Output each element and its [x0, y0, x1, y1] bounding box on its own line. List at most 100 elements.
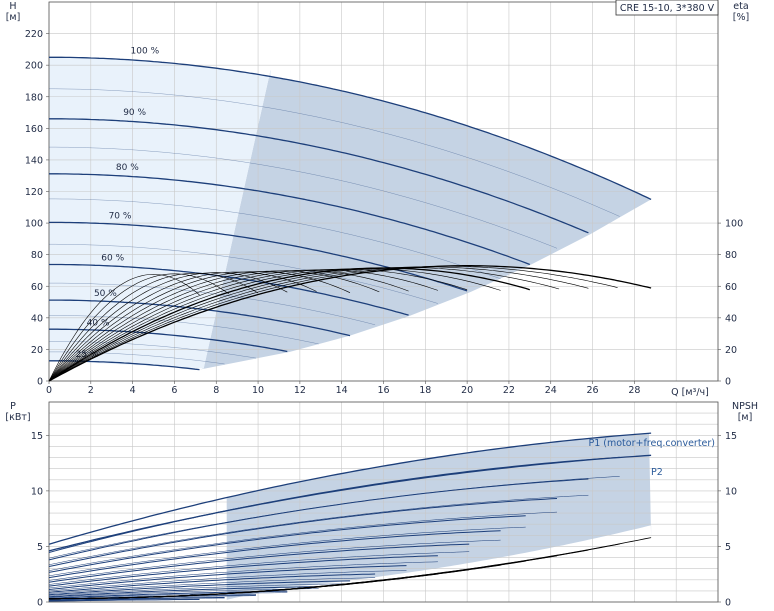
- y-tick-label-left: 40: [31, 313, 43, 324]
- npsh-tick-label: 10: [725, 486, 737, 497]
- p2-curve: [48, 551, 470, 585]
- x-tick-label: 16: [377, 385, 389, 396]
- npsh-curve: [49, 537, 652, 600]
- p2-curve: [48, 599, 200, 602]
- x-tick-label: 20: [461, 385, 473, 396]
- speed-label: 80 %: [116, 163, 139, 173]
- y-tick-label-left: 160: [25, 124, 43, 135]
- power-npsh-chart: 0 5 10 15 0 5 10 15 P [кВт] NPSH [м] P1 (motor+…: [5, 401, 758, 609]
- efficiency-curve: [48, 266, 589, 382]
- efficiency-curve: [48, 268, 501, 382]
- p-tick-label: 5: [37, 542, 43, 553]
- head-curve-100pct: [49, 56, 652, 200]
- y-tick-label-left: 200: [25, 61, 43, 72]
- power-operating-region: [226, 433, 652, 600]
- y-tick-label-right: 0: [725, 377, 731, 388]
- y-tick-label-left: 20: [31, 345, 43, 356]
- y-left-axis-name: H: [9, 1, 16, 12]
- x-tick-label: 6: [171, 385, 177, 396]
- head-curve-50pct: [49, 299, 351, 337]
- head-curve-25pct: [49, 360, 200, 371]
- y-tick-label-left: 100: [25, 219, 43, 230]
- series-label-p1: P1 (motor+freq.converter): [588, 438, 715, 449]
- p1-curve: [48, 530, 501, 579]
- y-tick-label-right: 100: [725, 219, 743, 230]
- y-tick-label-left: 140: [25, 155, 43, 166]
- x-tick-label: 26: [587, 385, 599, 396]
- chart-title: CRE 15-10, 3*380 V: [620, 3, 715, 14]
- p1-curve: [48, 555, 438, 587]
- head-curve-minor: [49, 198, 501, 279]
- speed-label: 40 %: [87, 318, 110, 328]
- efficiency-curve: [48, 272, 288, 382]
- efficiency-curve: [48, 273, 229, 382]
- p2-curve: [48, 454, 652, 552]
- head-curve-minor: [48, 341, 257, 359]
- y-tick-label-left: 180: [25, 92, 43, 103]
- series-label-p2: P2: [651, 467, 663, 478]
- x-tick-label: 22: [503, 385, 515, 396]
- efficiency-curve: [48, 269, 438, 382]
- head-curve-minor: [49, 146, 558, 249]
- npsh-tick-label: 15: [725, 431, 737, 442]
- efficiency-curve: [48, 267, 560, 382]
- p2-curve: [48, 476, 620, 559]
- p1-curve: [48, 565, 407, 590]
- p1-curve: [48, 573, 376, 593]
- head-curve-40pct: [49, 328, 288, 353]
- p2-curve: [48, 597, 225, 601]
- y-tick-label-right: 40: [725, 313, 737, 324]
- p2-curve: [48, 592, 288, 599]
- y-tick-label-left: 60: [31, 282, 43, 293]
- p1-curve: [48, 432, 652, 545]
- efficiency-curve: [48, 274, 200, 382]
- p1-curve: [48, 498, 558, 567]
- x-tick-label: 8: [213, 385, 219, 396]
- npsh-tick-label: 0: [725, 598, 731, 609]
- x-tick-label: 0: [46, 385, 52, 396]
- p2-curve: [48, 526, 526, 577]
- p2-curve: [48, 539, 501, 581]
- head-curve-minor: [49, 244, 438, 304]
- p2-curve: [48, 577, 376, 594]
- p2-curve: [48, 570, 407, 592]
- efficiency-curve: [48, 265, 652, 382]
- extended-region: [49, 57, 271, 369]
- head-curve-minor: [49, 282, 376, 325]
- x-tick-label: 4: [130, 385, 136, 396]
- npsh-axis-name: NPSH: [732, 401, 758, 412]
- lower-grid: [48, 401, 719, 603]
- efficiency-curve: [48, 267, 530, 382]
- head-curve-minor: [48, 315, 319, 345]
- y-right-axis-unit: [%]: [733, 12, 749, 23]
- y-right-axis-name: eta: [733, 1, 748, 12]
- efficiency-curve: [48, 271, 351, 382]
- p1-curve: [48, 515, 526, 573]
- head-curve-80pct: [49, 173, 531, 266]
- efficiency-curve: [48, 268, 468, 382]
- y-tick-label-right: 20: [725, 345, 737, 356]
- x-tick-label: 14: [336, 385, 348, 396]
- speed-label: 50 %: [94, 289, 117, 299]
- x-axis-title: Q [м³/ч]: [671, 387, 709, 398]
- head-curve-minor: [49, 88, 620, 217]
- p1-curve: [48, 580, 351, 596]
- p-tick-label: 15: [31, 431, 43, 442]
- x-tick-label: 24: [545, 385, 557, 396]
- p1-curve: [48, 543, 470, 583]
- p2-curve: [48, 588, 319, 598]
- chart-title-box: [615, 0, 719, 16]
- y-left-axis-unit: [м]: [6, 12, 21, 23]
- p-tick-label: 10: [31, 486, 43, 497]
- p-axis-name: P: [10, 401, 16, 412]
- head-curve-90pct: [49, 118, 589, 234]
- p-tick-label: 0: [37, 598, 43, 609]
- y-tick-label-right: 80: [725, 250, 737, 261]
- p2-curve: [48, 511, 558, 571]
- npsh-tick-label: 5: [725, 542, 731, 553]
- p-axis-unit: [кВт]: [5, 412, 30, 423]
- y-tick-label-left: 80: [31, 250, 43, 261]
- x-tick-label: 12: [294, 385, 306, 396]
